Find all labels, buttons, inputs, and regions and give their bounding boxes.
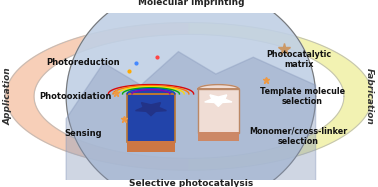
Polygon shape [127,89,175,94]
Text: Monomer/cross-linker
selection: Monomer/cross-linker selection [249,127,348,146]
Text: Fabrication: Fabrication [365,68,374,125]
FancyBboxPatch shape [127,94,175,142]
Polygon shape [205,95,232,106]
Text: Template molecule
selection: Template molecule selection [260,87,345,106]
Polygon shape [198,85,239,89]
FancyBboxPatch shape [198,89,239,133]
Text: Photoreduction: Photoreduction [46,58,120,67]
Text: Photooxidation: Photooxidation [39,92,112,101]
Text: Sensing: Sensing [64,129,102,138]
Polygon shape [66,0,316,187]
Polygon shape [189,23,372,170]
Polygon shape [136,103,166,116]
Polygon shape [66,52,316,187]
Polygon shape [6,23,189,170]
Text: Photocatalytic
matrix: Photocatalytic matrix [266,50,331,69]
Text: Application: Application [4,68,13,125]
FancyBboxPatch shape [198,132,239,141]
Text: Molecular imprinting: Molecular imprinting [138,0,244,7]
FancyBboxPatch shape [127,141,175,152]
Text: Selective photocatalysis: Selective photocatalysis [129,179,253,187]
